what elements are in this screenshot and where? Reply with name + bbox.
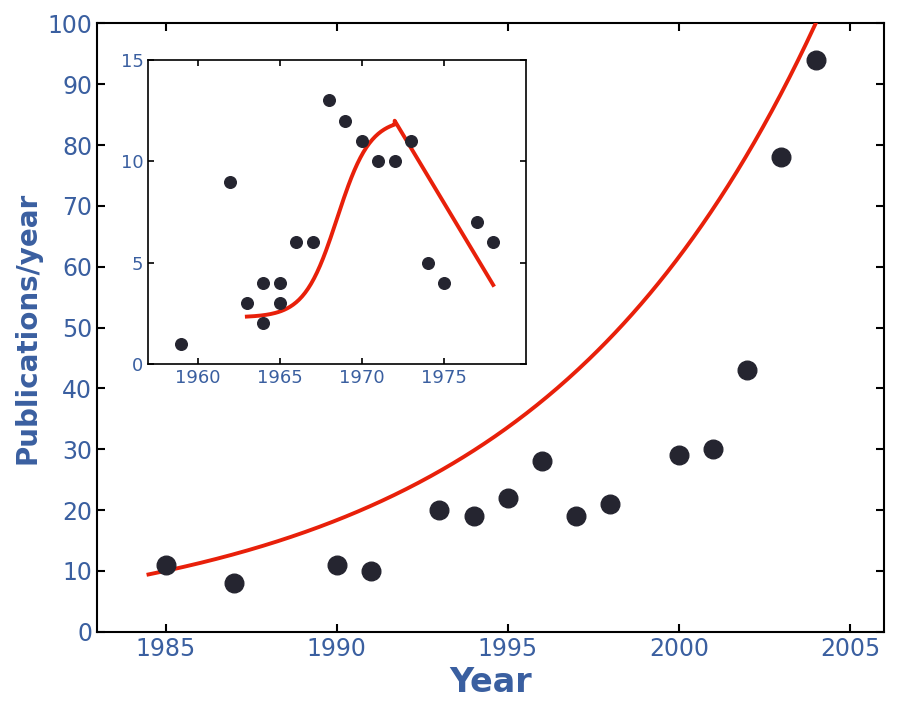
Point xyxy=(740,364,754,376)
Point xyxy=(466,511,480,522)
Point xyxy=(330,559,344,570)
Point xyxy=(706,443,720,455)
Point xyxy=(227,578,242,589)
X-axis label: Year: Year xyxy=(449,666,532,699)
Point xyxy=(535,456,550,467)
Point xyxy=(569,511,584,522)
Point xyxy=(603,498,618,510)
Point xyxy=(808,54,823,66)
Y-axis label: Publications/year: Publications/year xyxy=(13,191,42,463)
Point xyxy=(158,559,172,570)
Point xyxy=(774,151,788,163)
Point xyxy=(432,504,446,515)
Point xyxy=(672,450,686,461)
Point xyxy=(364,565,378,577)
Point xyxy=(500,492,515,503)
